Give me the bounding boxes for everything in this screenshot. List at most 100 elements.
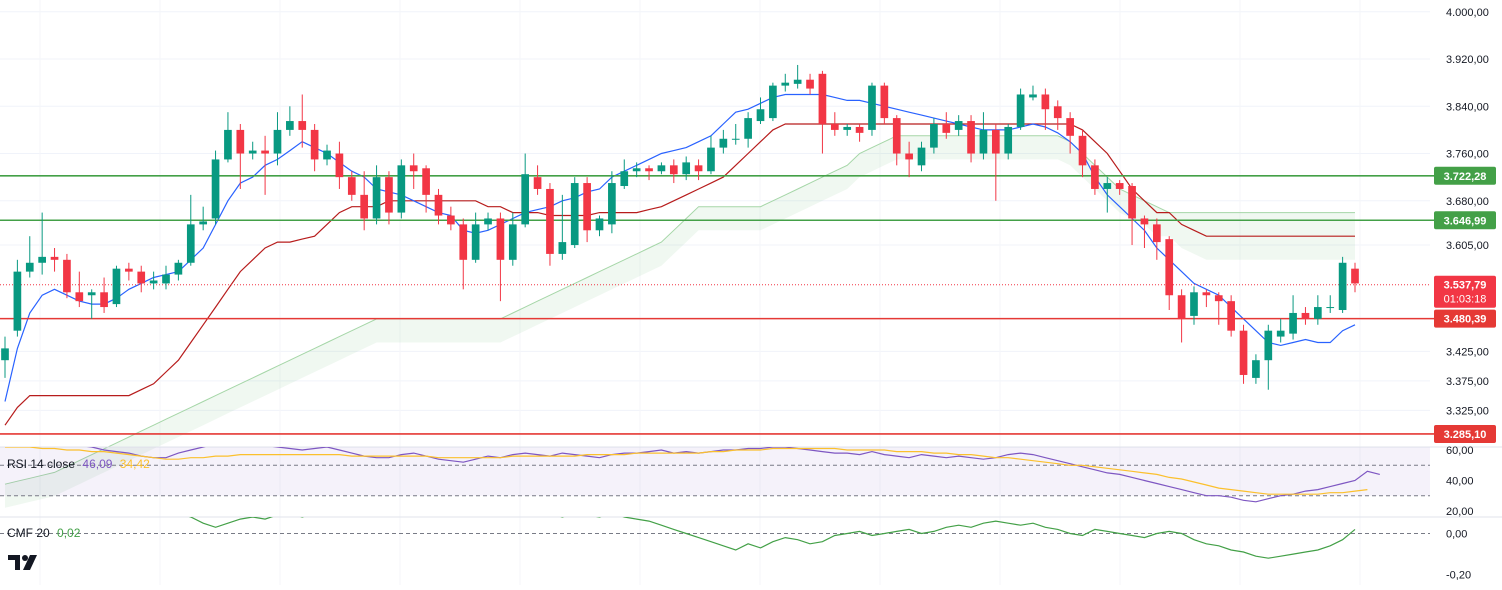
candle-body (1053, 106, 1062, 119)
candle-body (781, 82, 790, 86)
candle-body (87, 292, 96, 296)
candle-body (248, 150, 257, 154)
candle-body (546, 188, 554, 254)
candle-body (892, 118, 901, 154)
candle-body (818, 73, 827, 125)
candle-body (186, 224, 195, 263)
level-badge-0 (1434, 166, 1496, 185)
candle-body (1314, 307, 1322, 319)
last-price-badge (1434, 275, 1496, 308)
candle-body (657, 165, 666, 172)
candle-body (880, 85, 889, 119)
candle-body (496, 218, 505, 260)
cmf-series-0 (188, 517, 1356, 559)
candle-body (917, 147, 926, 166)
candle-body (632, 168, 641, 172)
candle-body (13, 271, 22, 331)
candle-body (583, 183, 591, 231)
candle-body (1016, 94, 1025, 127)
candle-body (1004, 126, 1013, 154)
candle-body (967, 121, 975, 154)
cmf-legend-value: 0,02 (57, 526, 81, 540)
candle-body (199, 221, 208, 225)
candle-body (434, 194, 443, 216)
candle-body (1078, 135, 1087, 166)
candle-body (347, 177, 356, 195)
candle-body (1041, 94, 1050, 110)
candle-body (409, 165, 418, 172)
candle-body (1214, 295, 1223, 302)
candle-body (261, 150, 269, 154)
level-label-0: 3.722,28 (1444, 171, 1487, 183)
candle-body (744, 118, 752, 139)
candle-body (1140, 218, 1149, 225)
candle-body (669, 165, 678, 175)
candle-body (855, 126, 864, 133)
candle-body (1252, 360, 1260, 378)
candle-body (1202, 292, 1211, 296)
candle-body (38, 256, 46, 263)
candle-body (595, 218, 604, 231)
rsi-y-tick-label: 40,00 (1446, 475, 1474, 487)
cmf-y-tick-label: -0,20 (1446, 570, 1471, 582)
rsi-y-tick-label: 60,00 (1446, 445, 1474, 457)
candle-body (719, 138, 728, 148)
candle-body (310, 129, 319, 160)
rsi-series-0 (86, 447, 1380, 503)
candle-body (335, 153, 344, 178)
candle-body (174, 262, 183, 275)
candle-body (1276, 330, 1285, 337)
candle-body (991, 129, 1000, 154)
candle-body (1066, 118, 1074, 136)
candle-body (979, 129, 988, 154)
candle-body (471, 224, 480, 260)
countdown-label: 01:03:18 (1444, 294, 1487, 306)
candle-body (1029, 94, 1037, 98)
cloud-upper-line (4, 135, 1355, 485)
candle-body (286, 121, 294, 130)
candle-body (868, 85, 876, 130)
candle-body (1115, 183, 1124, 189)
cmf-legend[interactable]: CMF 20 0,02 (7, 526, 84, 540)
y-tick-label: 3.760,00 (1446, 149, 1489, 161)
candle-body (533, 177, 542, 189)
candle-body (508, 224, 517, 260)
candle-body (100, 292, 108, 308)
level-label-2: 3.480,39 (1444, 314, 1487, 326)
candle-body (1351, 268, 1359, 284)
candle-body (1190, 292, 1198, 316)
candle-body (25, 262, 34, 272)
candle-body (1289, 312, 1297, 334)
candle-body (298, 121, 307, 130)
tradingview-logo-icon[interactable] (8, 553, 42, 571)
base-line (4, 123, 1355, 426)
candle-body (1165, 239, 1174, 296)
candle-body (620, 171, 629, 187)
rsi-legend-ma-value: 34,42 (119, 457, 150, 471)
candle-body (447, 215, 455, 225)
candle-body (385, 177, 393, 213)
candle-body (1177, 295, 1186, 319)
candle-body (1239, 330, 1248, 375)
candle-body (793, 79, 802, 84)
last-price-label: 3.537,79 (1444, 280, 1487, 292)
candle-body (360, 194, 369, 219)
candle-body (63, 259, 71, 293)
candle-body (1091, 165, 1099, 189)
candle-body (521, 174, 530, 225)
y-tick-label: 4.000,00 (1446, 7, 1489, 19)
candle-body (323, 150, 331, 160)
y-tick-label: 3.375,00 (1446, 376, 1489, 388)
rsi-lines (5, 447, 1380, 503)
rsi-legend[interactable]: RSI 14 close 46,09 34,42 (7, 457, 154, 471)
candle-body (112, 268, 121, 305)
candle-body (769, 85, 777, 119)
candle-body (1326, 307, 1335, 309)
candle-body (372, 177, 381, 219)
y-tick-label: 3.840,00 (1446, 101, 1489, 113)
candle-body (162, 274, 170, 284)
rsi-series-1 (5, 447, 1368, 495)
candle-body (149, 280, 158, 284)
candle-body (125, 268, 133, 272)
